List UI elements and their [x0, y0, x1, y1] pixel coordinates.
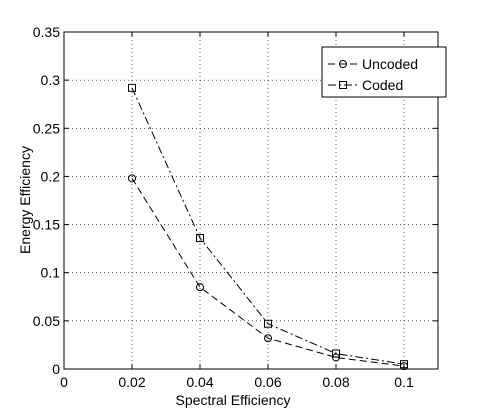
data-point [128, 83, 136, 92]
legend-marker [339, 60, 347, 68]
series-line [131, 87, 405, 365]
x-tick-labels: 0 0.02 0.04 0.06 0.08 0.1 [60, 374, 414, 390]
y-tick-label: 0.2 [41, 168, 61, 184]
y-tick-label: 0 [52, 361, 60, 377]
y-tick-label: 0.3 [41, 72, 61, 88]
y-tick-labels: 0 0.05 0.1 0.15 0.2 0.25 0.3 0.35 [33, 24, 60, 377]
legend-marker [339, 81, 347, 89]
data-point [400, 360, 408, 369]
data-point [332, 349, 340, 358]
series-group [128, 83, 408, 371]
legend: Uncoded Coded [321, 46, 447, 98]
y-tick-label: 0.35 [33, 24, 60, 40]
data-point [128, 174, 136, 183]
legend-item: Uncoded [328, 56, 418, 72]
data-point [264, 319, 272, 328]
plot-frame [63, 31, 439, 370]
legend-label: Coded [362, 77, 403, 93]
x-tick-label: 0.08 [322, 374, 349, 390]
y-tick-label: 0.05 [33, 313, 60, 329]
series-coded [128, 83, 408, 369]
axis-ticks [63, 31, 438, 370]
x-tick-label: 0 [60, 374, 68, 390]
series-line [131, 178, 405, 367]
y-tick-label: 0.15 [33, 217, 60, 233]
y-axis-label: Energy Efficiency [17, 146, 33, 254]
x-tick-label: 0.06 [254, 374, 281, 390]
x-tick-label: 0.02 [118, 374, 145, 390]
y-tick-label: 0.25 [33, 120, 60, 136]
data-point [196, 234, 204, 243]
x-axis-label: Spectral Efficiency [176, 392, 291, 408]
legend-item: Coded [328, 77, 403, 93]
y-tick-label: 0.1 [41, 265, 61, 281]
x-tick-label: 0.04 [186, 374, 213, 390]
x-tick-label: 0.1 [394, 374, 414, 390]
data-point [196, 283, 204, 292]
data-point [264, 334, 272, 343]
legend-label: Uncoded [362, 56, 418, 72]
